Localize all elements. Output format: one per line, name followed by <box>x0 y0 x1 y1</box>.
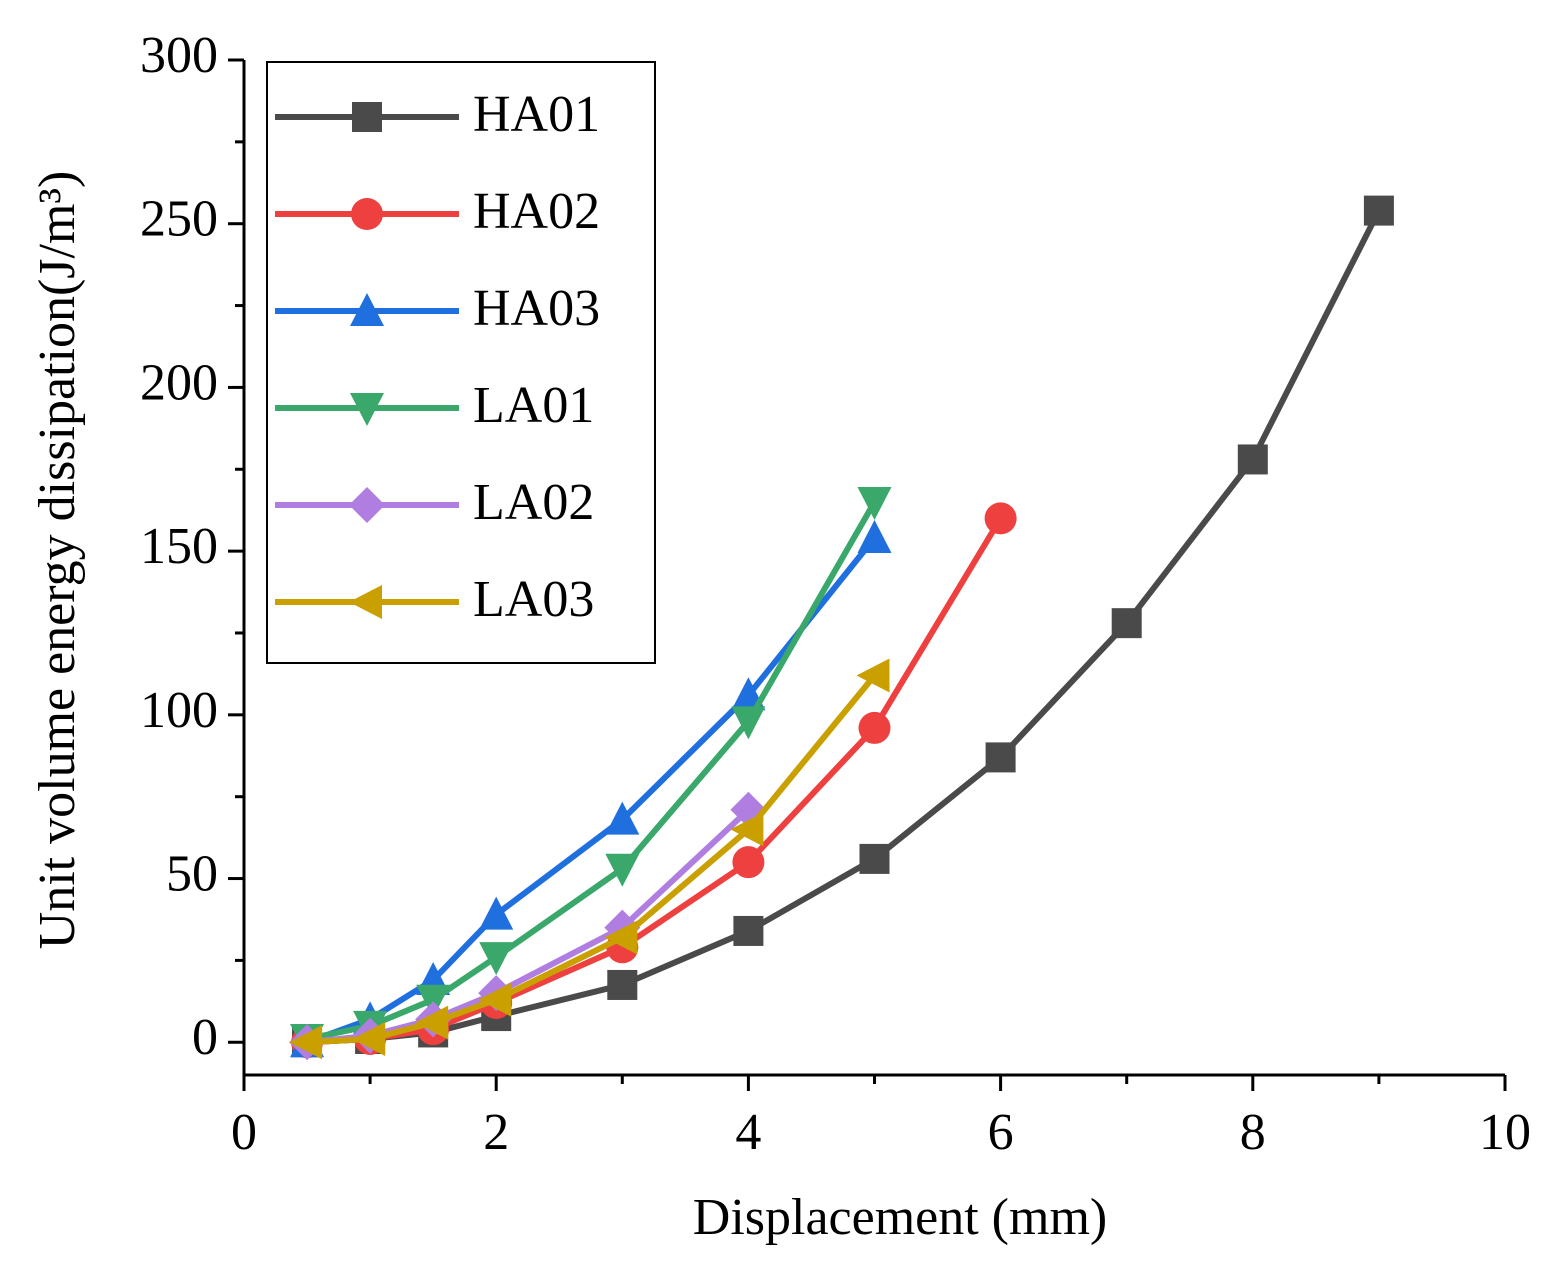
x-tick-label: 8 <box>1240 1104 1266 1161</box>
y-tick-label: 200 <box>140 354 218 411</box>
legend-label: LA03 <box>473 571 594 628</box>
x-tick-label: 4 <box>735 1104 761 1161</box>
marker <box>1363 195 1394 226</box>
marker <box>857 487 892 521</box>
marker <box>1111 608 1142 639</box>
y-tick-label: 300 <box>140 27 218 84</box>
marker <box>730 812 764 847</box>
y-tick-label: 150 <box>140 518 218 575</box>
y-tick-label: 100 <box>140 682 218 739</box>
marker <box>985 742 1016 773</box>
marker <box>858 711 891 744</box>
marker <box>479 896 514 930</box>
marker <box>733 915 764 946</box>
marker <box>604 920 638 955</box>
legend-marker <box>352 102 382 132</box>
marker <box>1237 444 1268 475</box>
y-tick-label: 50 <box>166 845 218 902</box>
marker <box>857 520 892 554</box>
marker <box>605 801 640 835</box>
marker <box>856 658 890 693</box>
legend-box <box>266 61 656 664</box>
x-tick-label: 6 <box>988 1104 1014 1161</box>
x-axis-label: Displacement (mm) <box>693 1189 1107 1246</box>
marker <box>416 984 451 1018</box>
marker <box>859 843 890 874</box>
marker <box>984 502 1017 535</box>
legend-marker <box>349 585 382 619</box>
legend-label: HA02 <box>473 183 600 240</box>
marker <box>732 846 765 879</box>
legend-marker <box>350 293 384 326</box>
marker <box>731 706 766 740</box>
legend-label: HA03 <box>473 280 600 337</box>
marker <box>607 969 638 1000</box>
x-tick-label: 0 <box>231 1104 257 1161</box>
marker <box>289 1025 323 1060</box>
y-tick-label: 250 <box>140 191 218 248</box>
legend-label: LA02 <box>473 474 594 531</box>
legend-label: HA01 <box>473 86 600 143</box>
x-tick-label: 10 <box>1479 1104 1531 1161</box>
x-tick-label: 2 <box>483 1104 509 1161</box>
marker <box>605 853 640 887</box>
series-line <box>306 673 877 1046</box>
y-axis-label: Unit volume energy dissipation(J/m³) <box>29 171 86 950</box>
legend-label: LA01 <box>473 377 594 434</box>
marker <box>352 1021 386 1056</box>
y-tick-label: 0 <box>192 1009 218 1066</box>
marker <box>478 982 512 1017</box>
legend-marker <box>350 393 384 426</box>
legend-marker <box>351 198 383 230</box>
marker <box>479 942 514 976</box>
legend-marker <box>349 487 385 523</box>
marker <box>415 1005 449 1040</box>
